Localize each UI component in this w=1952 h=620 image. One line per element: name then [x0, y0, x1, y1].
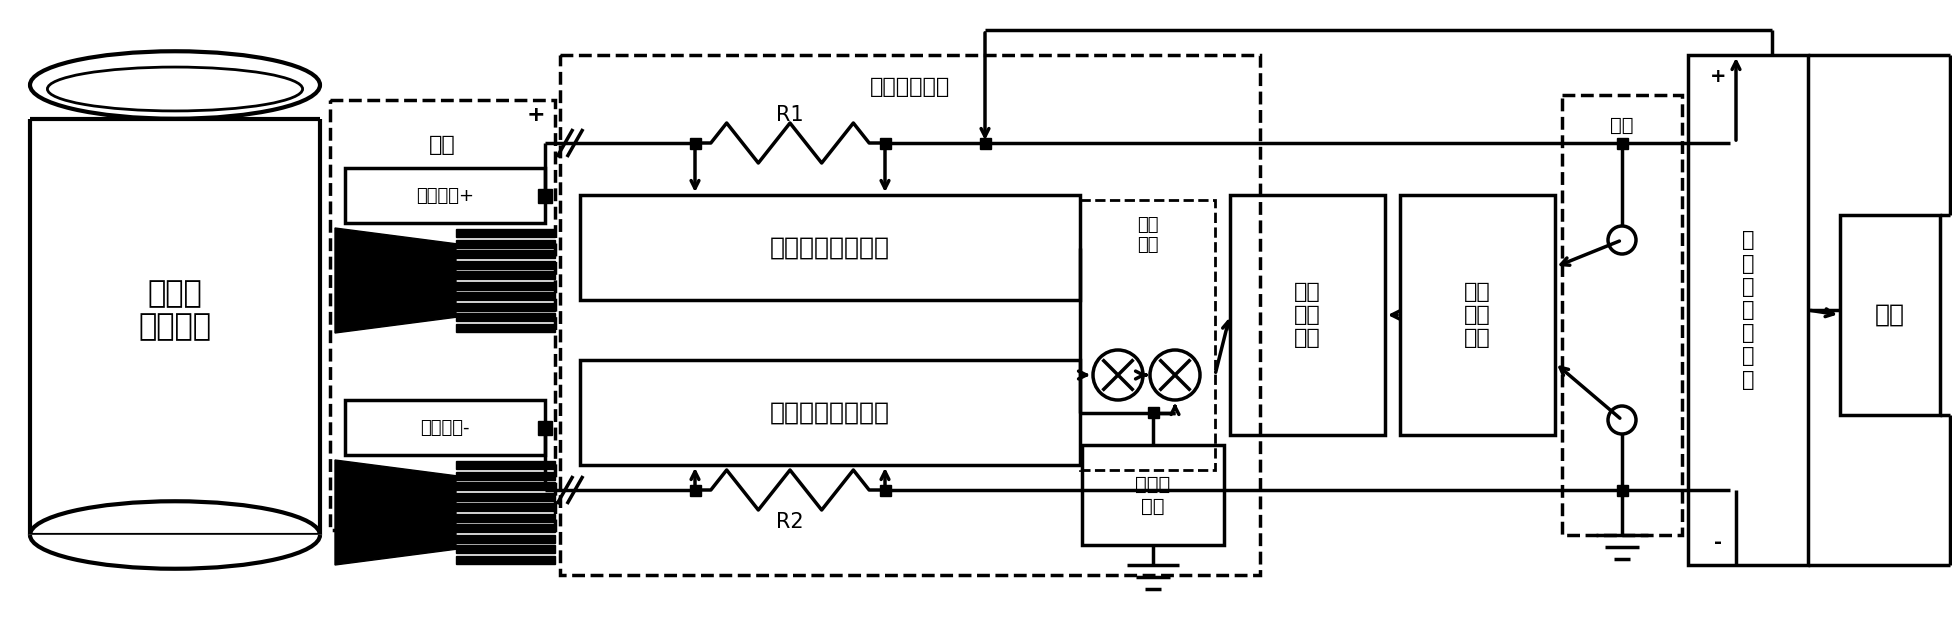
Bar: [689, 484, 701, 495]
Polygon shape: [457, 292, 554, 301]
Bar: [1079, 200, 1214, 470]
Bar: [689, 138, 701, 149]
Polygon shape: [336, 460, 457, 565]
Bar: [1841, 215, 1940, 415]
Polygon shape: [457, 313, 554, 321]
Polygon shape: [457, 482, 554, 490]
Text: +: +: [527, 105, 545, 125]
Text: 热离子
发电系统: 热离子 发电系统: [139, 279, 211, 341]
Bar: [27, 535, 322, 571]
Text: 近端: 近端: [429, 135, 457, 155]
Polygon shape: [457, 524, 554, 533]
Polygon shape: [457, 250, 554, 259]
Polygon shape: [457, 534, 554, 543]
Text: -: -: [1714, 533, 1722, 552]
Text: 电
力
电
子
变
换
器: 电 力 电 子 变 换 器: [1741, 231, 1755, 389]
Bar: [880, 138, 890, 149]
Bar: [1688, 55, 1808, 565]
Bar: [346, 168, 545, 223]
Bar: [1562, 95, 1683, 535]
Bar: [1616, 484, 1628, 495]
Text: R1: R1: [777, 105, 804, 125]
Text: 正端电压校正模块: 正端电压校正模块: [769, 236, 890, 260]
Text: R2: R2: [777, 512, 804, 532]
Bar: [1081, 445, 1224, 545]
Polygon shape: [457, 556, 554, 564]
Text: -: -: [531, 508, 541, 528]
Bar: [539, 188, 552, 203]
Polygon shape: [457, 503, 554, 512]
Polygon shape: [457, 239, 554, 248]
Text: 输出负端-: 输出负端-: [420, 418, 470, 436]
Bar: [580, 195, 1079, 300]
Text: 远端: 远端: [1610, 115, 1634, 135]
Polygon shape: [457, 324, 554, 332]
Text: 参考电
压源: 参考电 压源: [1136, 474, 1171, 515]
Polygon shape: [457, 492, 554, 501]
Polygon shape: [457, 229, 554, 237]
Bar: [1616, 138, 1628, 149]
Polygon shape: [457, 281, 554, 290]
Text: 输出正端+: 输出正端+: [416, 187, 474, 205]
Text: 负载: 负载: [1876, 303, 1905, 327]
Polygon shape: [457, 303, 554, 311]
Bar: [1400, 195, 1556, 435]
Bar: [880, 484, 890, 495]
Polygon shape: [457, 545, 554, 554]
Text: 电压
采样
模块: 电压 采样 模块: [1464, 282, 1491, 348]
Text: 加法
模块: 加法 模块: [1136, 216, 1158, 254]
Text: 电压补偿模块: 电压补偿模块: [871, 77, 951, 97]
Polygon shape: [457, 461, 554, 469]
Bar: [560, 55, 1259, 575]
Text: +: +: [1710, 68, 1726, 87]
Polygon shape: [457, 472, 554, 480]
Bar: [539, 420, 552, 435]
Text: 控制
调节
模块: 控制 调节 模块: [1294, 282, 1322, 348]
Polygon shape: [457, 271, 554, 280]
Text: 负端电压校正模块: 负端电压校正模块: [769, 401, 890, 425]
Bar: [980, 138, 990, 149]
Bar: [580, 360, 1079, 465]
Bar: [330, 100, 554, 530]
Bar: [1230, 195, 1386, 435]
Bar: [346, 400, 545, 455]
Polygon shape: [457, 260, 554, 269]
Polygon shape: [457, 513, 554, 522]
Polygon shape: [336, 228, 457, 333]
Bar: [1148, 407, 1158, 418]
